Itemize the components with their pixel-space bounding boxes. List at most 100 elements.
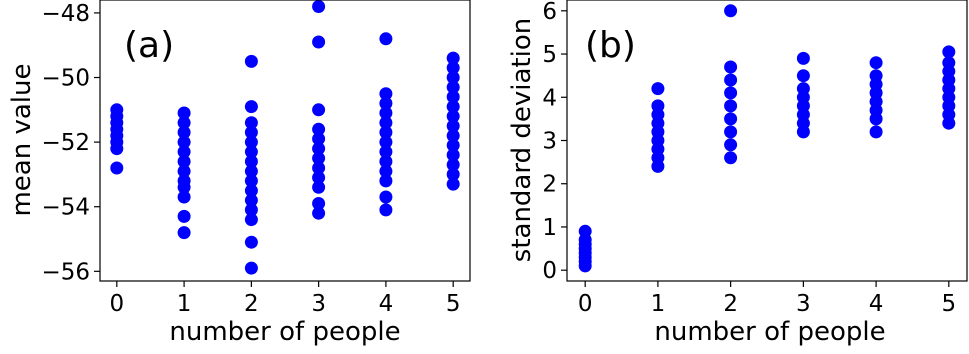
panel-a-point-x1-4 xyxy=(177,145,191,159)
panel-a-point-x4-0 xyxy=(379,32,393,46)
panel-a-point-x2-5 xyxy=(244,145,258,159)
panel-b-point-x2-0 xyxy=(724,151,738,165)
panel-a-point-x2-8 xyxy=(244,174,258,188)
panel-b-xtick-label-1: 1 xyxy=(651,291,666,317)
panel-b-point-x3-7 xyxy=(796,51,810,65)
panel-a-point-x3-7 xyxy=(312,161,326,175)
panel-b-point-x0-7 xyxy=(578,224,592,238)
panel-a-label: (a) xyxy=(124,25,174,66)
panel-a-xtick-label-1: 1 xyxy=(177,291,192,317)
panel-b-ytick-label-3: 3 xyxy=(542,129,557,155)
panel-a-point-x3-5 xyxy=(312,142,326,156)
panel-a-point-x0-6 xyxy=(110,142,124,156)
panel-a-point-x5-9 xyxy=(446,138,460,152)
panel-a-ytick-label-4: −48 xyxy=(41,1,90,27)
panel-a-point-x1-1 xyxy=(177,116,191,130)
panel-a-ylabel: mean value xyxy=(7,63,37,216)
panel-b: 0 1 2 3 4 5 0 1 2 3 4 5 6 (b) number of people stan… xyxy=(507,0,968,347)
panel-a-point-x4-2 xyxy=(379,96,393,110)
panel-a-point-x5-13 xyxy=(446,177,460,191)
panel-b-ytick-label-5: 5 xyxy=(542,42,557,68)
panel-a-point-x4-11 xyxy=(379,190,393,204)
panel-b-point-x1-7 xyxy=(651,99,665,113)
panel-a-point-x2-1 xyxy=(244,100,258,114)
panel-a-point-x1-3 xyxy=(177,135,191,149)
panel-a-plot-area xyxy=(110,0,460,275)
panel-a-yticks: −56 −54 −52 −50 −48 xyxy=(41,1,100,285)
panel-a-axes-frame xyxy=(99,0,471,282)
panel-a-point-x4-1 xyxy=(379,87,393,101)
panel-a-point-x3-1 xyxy=(312,35,326,49)
panel-a-ytick-label-2: −52 xyxy=(41,130,90,156)
panel-a-point-x4-8 xyxy=(379,155,393,168)
panel-a-point-x2-9 xyxy=(244,184,258,198)
panel-b-point-x4-7 xyxy=(869,56,883,70)
panel-b-xtick-label-2: 2 xyxy=(723,291,738,317)
panel-a-ytick-label-3: −50 xyxy=(41,66,90,92)
panel-a-point-x1-2 xyxy=(177,125,191,139)
panel-a-point-x5-7 xyxy=(446,119,460,133)
panel-b-yticks: 0 1 2 3 4 5 6 xyxy=(542,0,567,284)
panel-b-xtick-label-4: 4 xyxy=(869,291,884,317)
panel-b-point-x4-6 xyxy=(869,69,883,83)
panel-a-point-x4-4 xyxy=(379,116,393,130)
panel-a-point-x3-10 xyxy=(312,197,326,210)
panel-b-ytick-label-6: 6 xyxy=(542,0,557,25)
panel-b-plot-area xyxy=(578,4,956,273)
panel-a-point-x1-9 xyxy=(177,190,191,204)
panel-a-xtick-label-5: 5 xyxy=(446,291,461,317)
panel-a-point-x2-11 xyxy=(244,203,258,217)
panel-a-xtick-label-0: 0 xyxy=(109,291,124,317)
panel-a-point-x1-10 xyxy=(177,209,191,223)
panel-a-point-x2-14 xyxy=(244,261,258,275)
panel-a-point-x3-6 xyxy=(312,151,326,165)
panel-a-point-x4-12 xyxy=(379,203,393,217)
panel-b-ytick-label-4: 4 xyxy=(542,85,557,111)
panel-a-point-x1-0 xyxy=(177,106,191,120)
panel-a-point-x5-5 xyxy=(446,100,460,114)
panel-b-xtick-label-5: 5 xyxy=(941,291,956,317)
panel-b-point-x2-2 xyxy=(724,125,738,139)
panel-a-point-x1-8 xyxy=(177,180,191,194)
panel-b-point-x3-6 xyxy=(796,69,810,83)
panel-b-xtick-label-0: 0 xyxy=(578,291,593,317)
panel-a-xticks: 0 1 2 3 4 5 xyxy=(109,281,461,317)
panel-a-point-x3-9 xyxy=(312,180,326,194)
panel-a-point-x3-11 xyxy=(312,206,326,220)
panel-a-point-x5-6 xyxy=(446,109,460,123)
panel-a-point-x5-2 xyxy=(446,71,460,84)
panel-b-point-x5-8 xyxy=(942,45,956,59)
panel-a-point-x1-6 xyxy=(177,164,191,178)
panel-a-point-x2-3 xyxy=(244,125,258,139)
panel-a-point-x3-0 xyxy=(312,0,326,13)
panel-a-ytick-label-1: −54 xyxy=(41,195,90,221)
panel-b-point-x2-8 xyxy=(724,4,738,18)
panel-a-point-x5-3 xyxy=(446,80,460,94)
panel-a-point-x5-10 xyxy=(446,148,460,162)
panel-a-point-x4-6 xyxy=(379,135,393,149)
panel-a-point-x2-7 xyxy=(244,164,258,178)
panel-a-point-x5-8 xyxy=(446,129,460,143)
panel-a-point-x4-7 xyxy=(379,145,393,159)
panel-a-point-x2-0 xyxy=(244,54,258,68)
panel-a-point-x3-4 xyxy=(312,132,326,146)
panel-a-xlabel: number of people xyxy=(169,317,400,347)
panel-a-ytick-label-0: −56 xyxy=(41,259,90,285)
panel-a-point-x2-2 xyxy=(244,116,258,130)
panel-a-point-x1-5 xyxy=(177,155,191,168)
panel-a-xtick-label-2: 2 xyxy=(244,291,259,317)
panel-b-point-x5-7 xyxy=(942,56,956,70)
panel-a: 0 1 2 3 4 5 −56 −54 −52 −50 −48 (a) number of peo… xyxy=(7,0,471,347)
panel-a-point-x2-13 xyxy=(244,235,258,249)
panel-a-point-x3-2 xyxy=(312,103,326,117)
panel-b-xtick-label-3: 3 xyxy=(796,291,811,317)
panel-a-point-x5-11 xyxy=(446,158,460,172)
panel-b-point-x2-6 xyxy=(724,73,738,87)
panel-a-point-x5-4 xyxy=(446,90,460,104)
panel-a-point-x5-12 xyxy=(446,167,460,181)
panel-a-point-x4-9 xyxy=(379,164,393,178)
panel-a-point-x0-7 xyxy=(110,161,124,175)
panel-a-point-x3-8 xyxy=(312,171,326,185)
panel-a-point-x2-6 xyxy=(244,155,258,168)
